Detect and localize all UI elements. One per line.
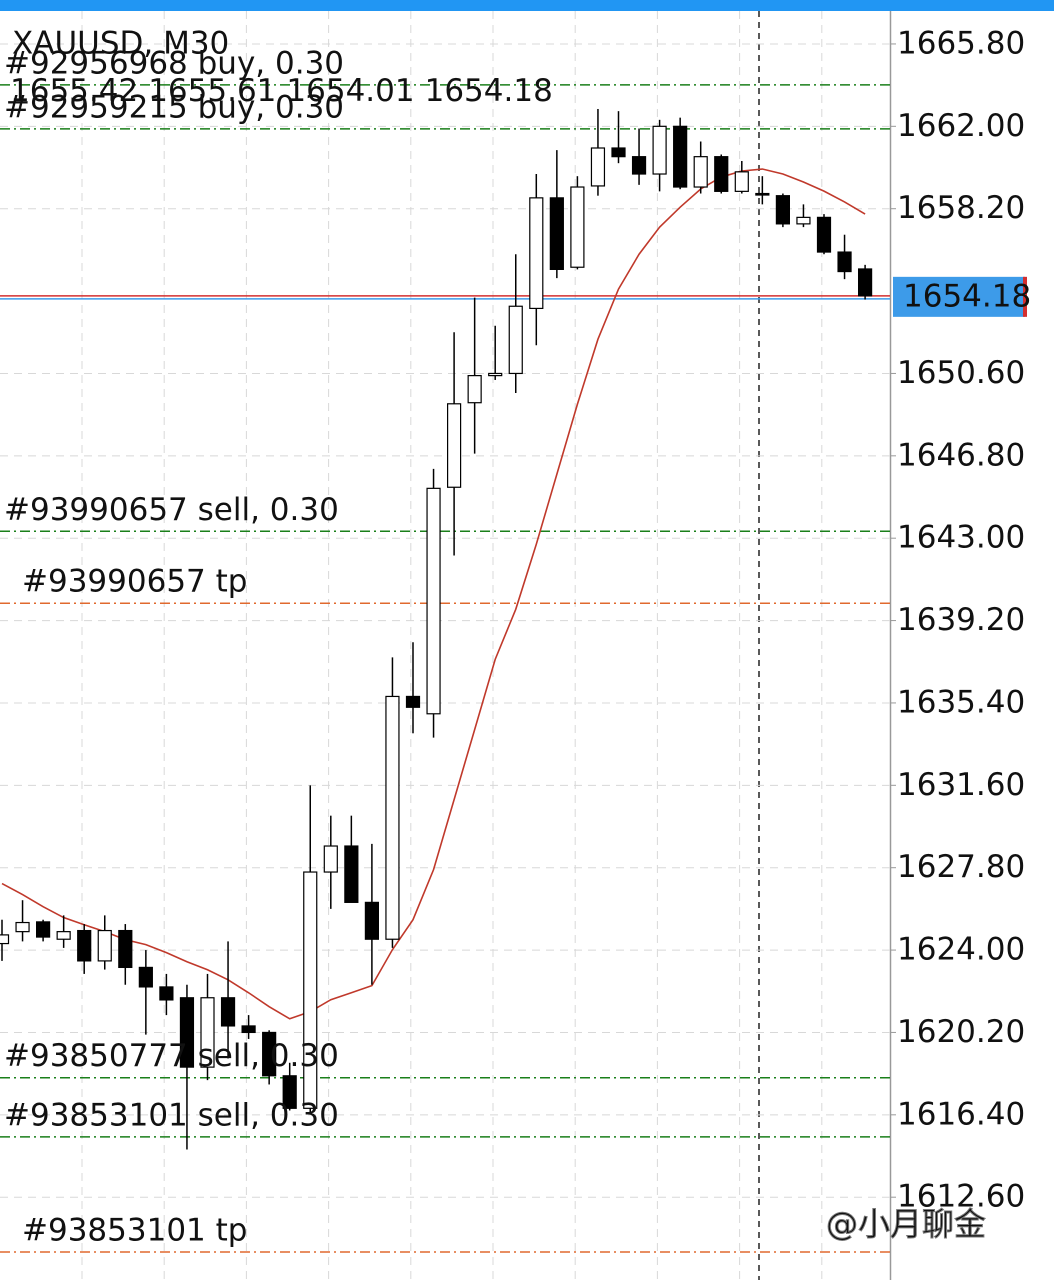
ohlc-header: 1655.42 1655.61 1654.01 1654.18 xyxy=(10,73,553,109)
order-label: #93853101 sell, 0.30 xyxy=(4,1097,339,1133)
y-tick-label: 1662.00 xyxy=(897,108,1025,144)
candle-body xyxy=(508,305,523,375)
candle-body xyxy=(97,929,112,962)
y-tick-label: 1646.80 xyxy=(897,437,1025,473)
candle-body xyxy=(282,1075,297,1109)
order-label: #92959215 buy, 0.30 xyxy=(4,89,344,125)
price-box-edge xyxy=(1023,276,1027,317)
candle-body xyxy=(241,1025,256,1034)
y-tick-label: 1665.80 xyxy=(897,25,1025,61)
candle-body xyxy=(344,845,359,903)
y-tick-label: 1639.20 xyxy=(897,602,1025,638)
price-box xyxy=(893,276,1025,317)
candle-body xyxy=(405,695,421,708)
ohlc-value: 1654.18 xyxy=(425,73,553,109)
y-tick-label: 1612.60 xyxy=(897,1179,1025,1215)
candle-body xyxy=(529,197,544,310)
candle-body xyxy=(200,997,215,1068)
y-tick-label: 1631.60 xyxy=(897,767,1025,803)
candle-body xyxy=(56,931,71,940)
orders xyxy=(0,84,890,1253)
y-tick-label: 1658.20 xyxy=(897,190,1025,226)
chart-title: XAUUSD, M30 xyxy=(12,26,229,62)
candle-body xyxy=(138,966,153,988)
candles xyxy=(0,108,873,1150)
y-tick-label: 1627.80 xyxy=(897,849,1025,885)
candle-body xyxy=(549,197,564,270)
price-label: 1654.18 xyxy=(903,278,1031,314)
candle-body xyxy=(837,251,852,273)
candle-body xyxy=(631,156,647,175)
candle-body xyxy=(159,986,174,1001)
candle-body xyxy=(652,125,667,175)
candle-body xyxy=(796,216,811,225)
y-tick-label: 1620.20 xyxy=(897,1014,1025,1050)
candle-body xyxy=(693,156,708,188)
top-bar xyxy=(0,0,1054,11)
ohlc-value: 1655.61 xyxy=(148,73,276,109)
order-label: #93850777 sell, 0.30 xyxy=(4,1038,339,1074)
candle-body xyxy=(323,845,338,873)
labels: 1665.80 1662.00 1658.20 1650.60 1646.80 1643.… xyxy=(4,25,1031,1248)
candle-body xyxy=(35,921,51,938)
ohlc-value: 1655.42 xyxy=(10,73,138,109)
ohlc-value: 1654.01 xyxy=(286,73,414,109)
candle-body xyxy=(447,403,462,488)
candle-body xyxy=(0,934,10,945)
candle-body xyxy=(755,192,770,196)
candle-body xyxy=(118,929,133,969)
candle-body xyxy=(714,156,729,192)
order-label: #92956968 buy, 0.30 xyxy=(4,45,344,81)
candle-body xyxy=(220,997,236,1027)
candle-body xyxy=(179,997,195,1068)
candle-body xyxy=(570,186,585,268)
candle-body xyxy=(816,216,832,253)
grid xyxy=(0,11,896,1280)
candle-body xyxy=(364,901,379,940)
candle-body xyxy=(426,487,441,715)
y-tick-label: 1643.00 xyxy=(897,520,1025,556)
y-tick-label: 1635.40 xyxy=(897,684,1025,720)
candle-body xyxy=(775,195,791,225)
candle-body xyxy=(611,147,626,158)
y-tick-label: 1624.00 xyxy=(897,932,1025,968)
y-tick-label: 1616.40 xyxy=(897,1096,1025,1132)
candle-body xyxy=(857,268,873,297)
order-label: #93853101 tp xyxy=(22,1213,247,1249)
candle-body xyxy=(734,171,749,192)
candle-body xyxy=(467,375,482,404)
order-label: #93990657 sell, 0.30 xyxy=(4,492,339,528)
candle-body xyxy=(262,1031,277,1077)
order-label: #93990657 tp xyxy=(22,564,247,600)
candle-body xyxy=(488,372,503,377)
candle-body xyxy=(590,147,606,187)
candle-body xyxy=(303,871,318,1109)
candle-body xyxy=(15,921,30,933)
watermark: @小月聊金 xyxy=(826,1205,986,1243)
y-tick-label: 1650.60 xyxy=(897,355,1025,391)
candle-body xyxy=(385,695,400,940)
candle-body xyxy=(673,125,688,188)
candle-body xyxy=(77,929,92,962)
